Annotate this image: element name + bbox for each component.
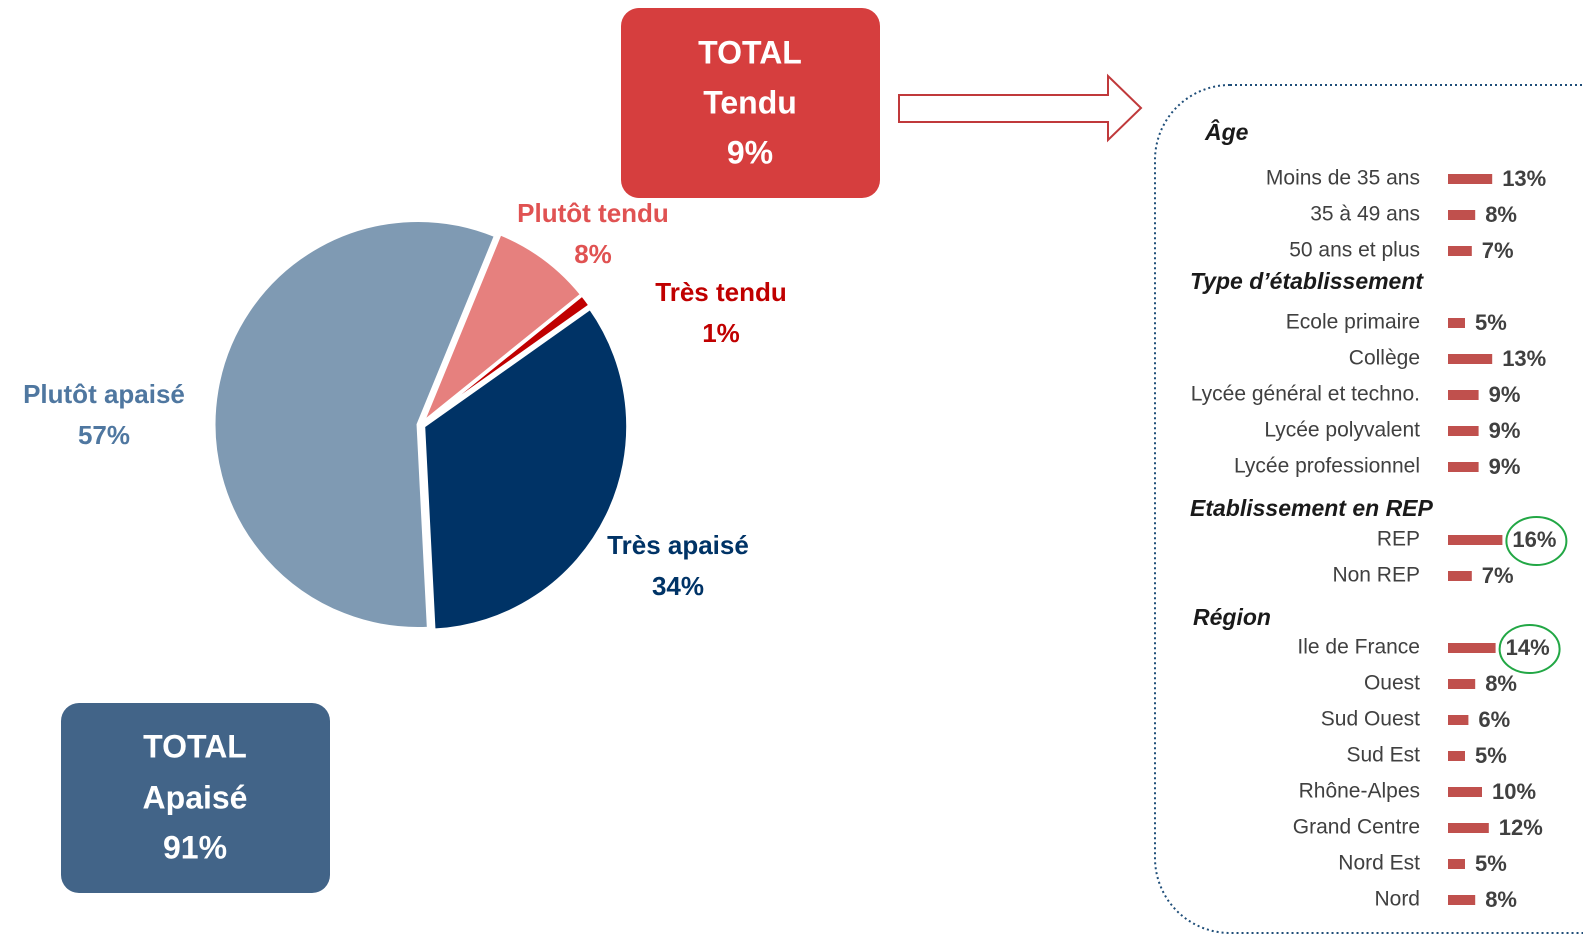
- bar-label: Moins de 35 ans: [1266, 167, 1420, 190]
- bar: [1448, 390, 1479, 400]
- bar: [1448, 679, 1476, 689]
- total-text: 9%: [727, 134, 773, 170]
- bar: [1448, 823, 1489, 833]
- bar-value: 5%: [1475, 743, 1507, 768]
- bar-value: 14%: [1506, 635, 1550, 660]
- bar: [1448, 571, 1472, 581]
- group-heading: Région: [1193, 604, 1271, 630]
- bar: [1448, 895, 1476, 905]
- bar-label: Nord Est: [1338, 852, 1420, 875]
- slice-label: Plutôt apaisé: [23, 379, 185, 409]
- bar: [1448, 174, 1493, 184]
- total-text: Tendu: [703, 84, 797, 120]
- bar-value: 9%: [1489, 382, 1521, 407]
- pie-slice: [421, 231, 584, 424]
- bar: [1448, 787, 1482, 797]
- bar-value: 8%: [1485, 671, 1517, 696]
- bar-value: 8%: [1485, 202, 1517, 227]
- bar-label: 35 à 49 ans: [1310, 203, 1420, 226]
- bar: [1448, 246, 1472, 256]
- highlight-circle: [1498, 624, 1561, 674]
- total-text: Apaisé: [143, 779, 248, 815]
- bar-value: 5%: [1475, 851, 1507, 876]
- group-heading: Âge: [1204, 118, 1249, 145]
- pie-slice: [422, 306, 630, 632]
- bar-value: 9%: [1489, 418, 1521, 443]
- pie-slice: [422, 292, 592, 425]
- slice-label: Très tendu: [655, 277, 786, 307]
- bar: [1448, 426, 1479, 436]
- bar-label: 50 ans et plus: [1289, 239, 1420, 262]
- bar-label: Collège: [1349, 347, 1420, 370]
- total-apaise-box: [61, 703, 330, 893]
- bar-label: Sud Est: [1346, 744, 1420, 767]
- slice-value: 1%: [702, 318, 740, 348]
- bar-value: 7%: [1482, 238, 1514, 263]
- total-text: TOTAL: [698, 34, 802, 70]
- highlight-circle: [1505, 516, 1568, 566]
- bar-value: 9%: [1489, 454, 1521, 479]
- bar-value: 12%: [1499, 815, 1543, 840]
- bar-value: 5%: [1475, 310, 1507, 335]
- slice-label: Plutôt tendu: [517, 198, 669, 228]
- bar: [1448, 462, 1479, 472]
- bar: [1448, 535, 1503, 545]
- bar-label: Nord: [1374, 888, 1420, 911]
- bar: [1448, 715, 1469, 725]
- bar-label: Lycée général et techno.: [1191, 383, 1420, 406]
- total-tendu-box: [621, 8, 880, 198]
- bar-value: 13%: [1502, 166, 1546, 191]
- slice-label: Très apaisé: [607, 530, 749, 560]
- bar-label: Non REP: [1332, 564, 1420, 587]
- bar-label: Ecole primaire: [1286, 311, 1420, 334]
- breakdown-frame: [1154, 84, 1583, 934]
- bar-label: Sud Ouest: [1321, 708, 1420, 731]
- bar-value: 13%: [1502, 346, 1546, 371]
- bar: [1448, 354, 1493, 364]
- group-heading: Type d’établissement: [1190, 268, 1424, 294]
- slice-value: 34%: [652, 571, 704, 601]
- bar-label: Rhône-Alpes: [1299, 780, 1420, 803]
- bar-label: Grand Centre: [1293, 816, 1420, 839]
- arrow: [898, 73, 1143, 143]
- total-text: TOTAL: [143, 728, 247, 764]
- bar-value: 8%: [1485, 887, 1517, 912]
- bar: [1448, 210, 1476, 220]
- bar-label: Ile de France: [1297, 636, 1420, 659]
- bar-label: Ouest: [1364, 672, 1420, 695]
- bar: [1448, 859, 1465, 869]
- bar-label: Lycée polyvalent: [1264, 419, 1420, 442]
- bar-value: 7%: [1482, 563, 1514, 588]
- bar-value: 16%: [1512, 527, 1556, 552]
- bar: [1448, 751, 1465, 761]
- bar: [1448, 643, 1496, 653]
- bar: [1448, 318, 1465, 328]
- group-heading: Etablissement en REP: [1190, 495, 1434, 521]
- slice-value: 8%: [574, 239, 612, 269]
- bar-label: Lycée professionnel: [1234, 455, 1420, 478]
- bar-value: 10%: [1492, 779, 1536, 804]
- bar-label: REP: [1377, 528, 1420, 551]
- slice-value: 57%: [78, 420, 130, 450]
- total-text: 91%: [163, 829, 227, 865]
- pie-slice: [212, 219, 498, 630]
- bar-value: 6%: [1478, 707, 1510, 732]
